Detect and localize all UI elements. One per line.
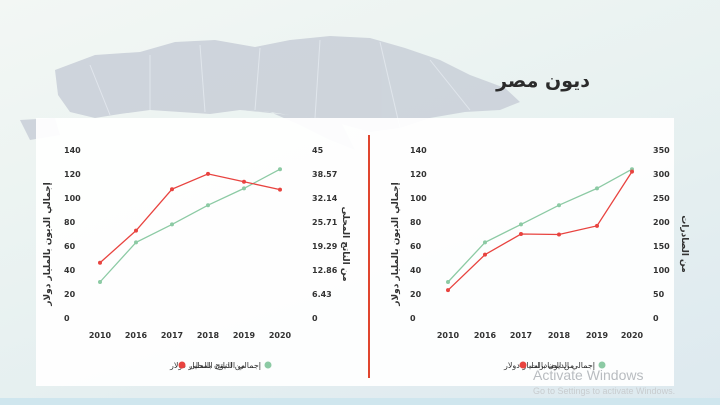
data-point — [170, 187, 174, 192]
left-tick-label: 80 — [64, 218, 76, 227]
left-tick-label: 80 — [410, 218, 422, 227]
data-point — [98, 260, 102, 265]
x-tick-label: 2020 — [269, 331, 292, 340]
x-tick-label: 2019 — [586, 331, 609, 340]
x-tick-label: 2016 — [125, 331, 148, 340]
left-tick-label: 20 — [410, 290, 422, 299]
left-tick-label: 0 — [410, 314, 416, 323]
right-axis-title: من الصادرات — [679, 215, 689, 272]
data-point — [206, 203, 210, 208]
right-tick-label: 200 — [653, 218, 670, 227]
right-tick-label: 250 — [653, 194, 670, 203]
data-point — [98, 280, 102, 284]
data-point — [519, 222, 523, 227]
left-tick-label: 120 — [64, 170, 81, 179]
data-point — [483, 240, 487, 245]
legend-label: إجمالي الديون بالمليار دولار — [503, 361, 595, 371]
right-tick-label: 25.71 — [312, 218, 338, 227]
left-tick-label: 140 — [64, 146, 81, 155]
right-tick-label: 38.57 — [312, 170, 337, 179]
right-tick-label: 300 — [653, 170, 670, 179]
left-tick-label: 60 — [410, 242, 422, 251]
legend-marker-green — [598, 361, 606, 369]
right-tick-label: 50 — [653, 290, 665, 299]
x-tick-label: 2020 — [621, 331, 644, 340]
data-point — [170, 222, 174, 227]
series-line — [447, 168, 633, 283]
left-tick-label: 60 — [64, 242, 76, 251]
left-axis-title: إجمالي الديون بالمليار دولار — [391, 182, 401, 306]
data-point — [134, 240, 138, 245]
x-tick-label: 2018 — [197, 331, 220, 340]
data-point — [278, 187, 282, 192]
data-point — [519, 232, 523, 236]
right-tick-label: 100 — [653, 266, 670, 275]
left-tick-label: 100 — [410, 194, 427, 203]
left-tick-label: 20 — [64, 290, 76, 299]
legend-label: إجمالي الديون بالمليار دولار — [169, 361, 261, 371]
page-title: ديون مصر — [496, 70, 590, 92]
left-tick-label: 140 — [410, 146, 427, 155]
x-tick-label: 2016 — [474, 331, 497, 340]
bottom-bar — [0, 398, 720, 405]
x-tick-label: 2010 — [89, 331, 112, 340]
right-tick-label: 45 — [312, 146, 324, 155]
right-tick-label: 32.14 — [312, 194, 338, 203]
right-tick-label: 350 — [653, 146, 670, 155]
legend-marker-green — [264, 361, 272, 369]
right-tick-label: 6.43 — [312, 290, 332, 299]
data-point — [557, 203, 561, 208]
right-tick-label: 0 — [653, 314, 659, 323]
left-tick-label: 120 — [410, 170, 427, 179]
left-tick-label: 100 — [64, 194, 81, 203]
data-point — [557, 232, 561, 237]
left-tick-label: 0 — [64, 314, 70, 323]
data-point — [446, 280, 450, 284]
x-tick-label: 2010 — [437, 331, 460, 340]
x-tick-label: 2017 — [161, 331, 183, 340]
series-line — [99, 173, 281, 264]
left-axis-title: إجمالي الديون بالمليار دولار — [43, 182, 53, 306]
left-tick-label: 40 — [410, 266, 422, 275]
series-line — [99, 168, 281, 283]
data-point — [630, 169, 634, 174]
data-point — [446, 288, 450, 293]
activation-watermark-title: Activate Windows — [533, 367, 644, 383]
right-tick-label: 12.86 — [312, 266, 338, 275]
data-point — [242, 186, 246, 191]
x-tick-label: 2018 — [548, 331, 571, 340]
chart-panel-background — [36, 118, 674, 386]
legend-marker-red — [519, 361, 527, 369]
data-point — [595, 186, 599, 191]
x-tick-label: 2019 — [233, 331, 256, 340]
activation-watermark-subtitle: Go to Settings to activate Windows. — [533, 386, 676, 396]
right-tick-label: 0 — [312, 314, 318, 323]
data-point — [483, 252, 487, 257]
data-point — [278, 167, 282, 172]
legend-label: من الصادرات — [530, 361, 574, 370]
data-point — [242, 179, 246, 184]
data-point — [595, 223, 599, 228]
legend-marker-red — [178, 361, 186, 369]
series-line — [447, 171, 633, 291]
data-point — [206, 171, 210, 176]
x-tick-label: 2017 — [510, 331, 532, 340]
right-axis-title: من الناتج المحلى — [340, 206, 350, 281]
legend-label: من الناتج المحلى — [189, 361, 245, 370]
right-tick-label: 19.29 — [312, 242, 338, 251]
data-point — [134, 228, 138, 233]
left-tick-label: 40 — [64, 266, 76, 275]
right-tick-label: 150 — [653, 242, 670, 251]
